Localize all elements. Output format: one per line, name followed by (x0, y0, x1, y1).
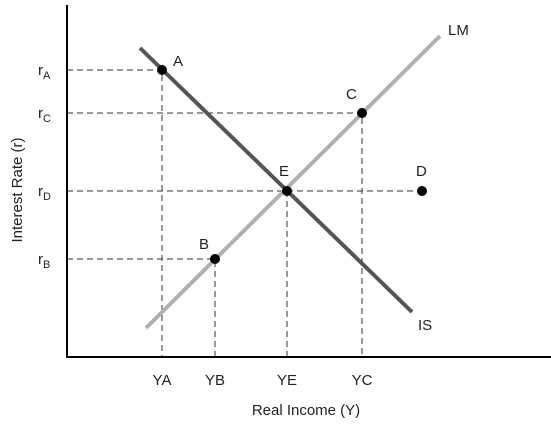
y-tick-label: rB (38, 251, 50, 271)
point-c (357, 108, 367, 118)
point-a (157, 65, 167, 75)
y-axis-label: Interest Rate (r) (9, 137, 26, 242)
curve-label: IS (418, 317, 432, 334)
point-label: A (173, 53, 183, 70)
point-d (417, 186, 427, 196)
y-ticks: rA rC rD rB (38, 62, 51, 271)
x-ticks: YA YB YE YC (153, 372, 373, 389)
point-e (282, 186, 292, 196)
x-axis-label: Real Income (Y) (252, 402, 360, 419)
guide-c (67, 112, 363, 357)
x-tick-label: YB (205, 372, 225, 389)
point-label: D (416, 163, 427, 180)
x-tick-label: YC (352, 372, 373, 389)
guide-b (67, 258, 216, 357)
x-tick-label: YA (153, 372, 172, 389)
point-label: B (199, 236, 209, 253)
point-label: C (346, 86, 357, 103)
y-tick-label: rA (38, 62, 51, 82)
dashed-guides (67, 69, 422, 357)
lm-curve (144, 34, 442, 330)
point-b (210, 254, 220, 264)
y-tick-label: rC (38, 105, 51, 125)
point-label: E (279, 163, 289, 180)
x-tick-label: YE (277, 372, 297, 389)
is-curve (138, 46, 414, 314)
y-tick-label: rD (38, 183, 51, 203)
curve-label: LM (448, 22, 469, 39)
